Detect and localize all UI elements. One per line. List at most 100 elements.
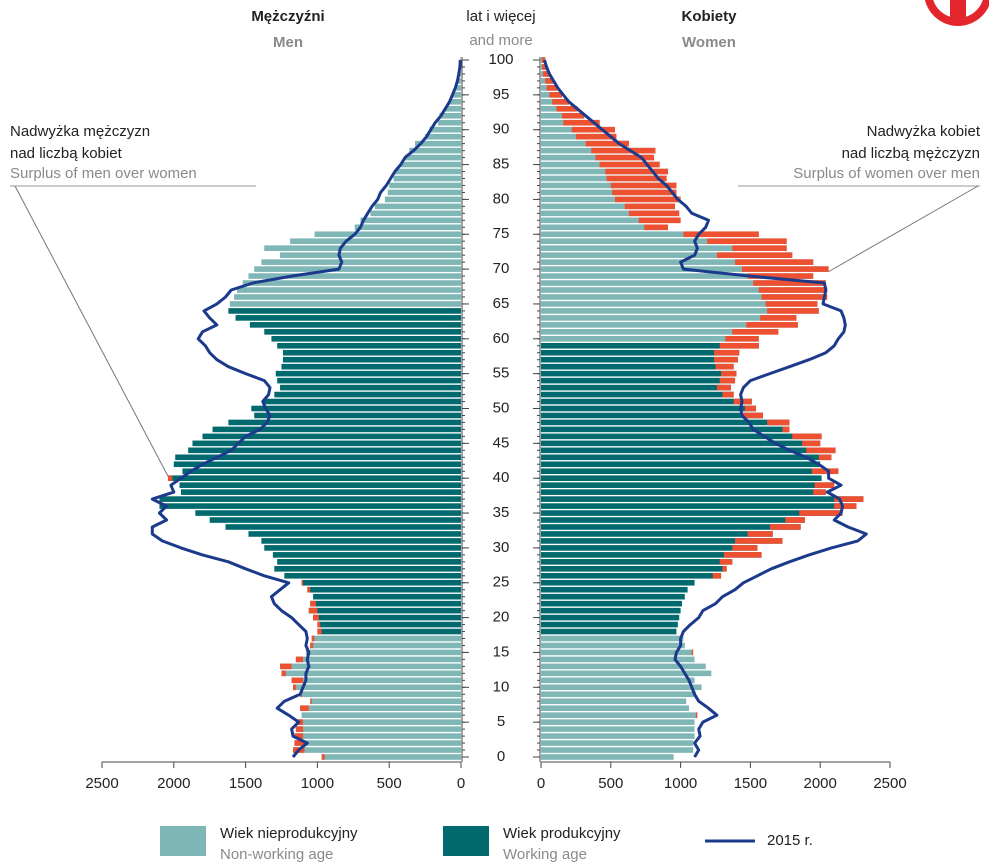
surplus-bar — [310, 698, 312, 705]
surplus-bar — [813, 489, 826, 495]
bar — [541, 182, 677, 189]
surplus-bar — [799, 510, 843, 516]
legend-label: Wiek nieprodukcyjny — [220, 825, 358, 842]
surplus-bar — [311, 635, 315, 642]
surplus-bar — [552, 99, 569, 105]
bar — [541, 405, 756, 412]
bar — [393, 175, 461, 182]
surplus-bar — [747, 531, 773, 537]
bar — [541, 719, 695, 725]
bar — [541, 140, 629, 147]
surplus-bar — [606, 175, 667, 182]
surplus-bar — [695, 712, 698, 718]
legend-label: Working age — [503, 846, 587, 863]
bar — [541, 496, 864, 502]
surplus-bar — [714, 356, 738, 363]
bar — [292, 684, 461, 691]
bar — [292, 747, 461, 753]
bar — [261, 259, 461, 265]
bar — [290, 238, 461, 245]
bar — [541, 447, 836, 454]
bar — [182, 468, 461, 475]
surplus-bar — [610, 182, 677, 189]
surplus-bar — [811, 468, 839, 475]
annotation-left: Nadwyżka mężczyzn — [10, 123, 150, 140]
x-tick-label: 1500 — [734, 775, 767, 792]
surplus-bar — [716, 384, 731, 391]
bar — [212, 426, 461, 433]
bar — [541, 468, 839, 475]
bar — [541, 329, 779, 335]
bar — [439, 112, 461, 119]
bar — [541, 621, 678, 628]
x-tick-label: 0 — [457, 775, 465, 792]
bar — [295, 719, 461, 725]
bar — [313, 593, 461, 600]
surplus-bar — [294, 733, 304, 739]
surplus-bar — [628, 210, 680, 217]
bar — [404, 154, 461, 161]
surplus-bar — [542, 64, 547, 70]
bar — [541, 461, 821, 468]
bar — [541, 398, 752, 405]
bar — [541, 454, 832, 461]
surplus-bar — [292, 684, 296, 691]
bar — [541, 168, 669, 175]
surplus-bar — [834, 496, 864, 502]
surplus-bar — [291, 677, 304, 684]
bar — [541, 726, 695, 732]
x-tick-label: 2500 — [873, 775, 906, 792]
surplus-bar — [683, 231, 759, 238]
bar — [179, 482, 461, 488]
surplus-bar — [317, 628, 322, 635]
surplus-bar — [742, 412, 763, 419]
bar — [541, 342, 759, 349]
bar — [374, 203, 461, 210]
surplus-bar — [769, 524, 801, 530]
bar — [234, 294, 461, 300]
bar — [541, 189, 677, 196]
y-tick-label: 80 — [493, 190, 510, 207]
annotation-leader — [827, 185, 979, 273]
surplus-bar — [563, 119, 600, 126]
bar — [449, 99, 461, 105]
bar — [541, 356, 738, 363]
bar — [280, 252, 461, 258]
bar — [541, 524, 801, 530]
surplus-bar — [767, 419, 790, 426]
surplus-bar — [712, 572, 722, 579]
bar — [541, 377, 736, 384]
y-tick-label: 15 — [493, 643, 510, 660]
surplus-bar — [300, 705, 309, 712]
bar — [541, 663, 706, 670]
bar — [354, 224, 461, 231]
bar — [310, 698, 461, 705]
surplus-bar — [735, 538, 783, 544]
bar — [274, 566, 461, 572]
surplus-bar — [638, 217, 681, 224]
y-tick-label: 65 — [493, 295, 510, 312]
surplus-bar — [732, 245, 787, 251]
surplus-bar — [806, 447, 836, 454]
bar — [541, 572, 722, 579]
y-tick-label: 25 — [493, 574, 510, 591]
surplus-bar — [707, 238, 787, 245]
y-tick-label: 95 — [493, 86, 510, 103]
surplus-bar — [591, 147, 656, 154]
bar — [541, 426, 790, 433]
x-tick-label: 1000 — [664, 775, 697, 792]
bar — [310, 642, 461, 649]
bar — [541, 440, 821, 447]
bar — [248, 273, 461, 279]
bar — [541, 545, 758, 551]
surplus-bar — [313, 614, 319, 621]
bar — [541, 196, 681, 203]
y-tick-label: 55 — [493, 365, 510, 382]
y-tick-label: 75 — [493, 225, 510, 242]
legend-label: Non-working age — [220, 846, 333, 863]
bar — [541, 273, 814, 279]
y-tick-label: 35 — [493, 504, 510, 521]
bar — [541, 210, 680, 217]
bar — [541, 607, 681, 614]
